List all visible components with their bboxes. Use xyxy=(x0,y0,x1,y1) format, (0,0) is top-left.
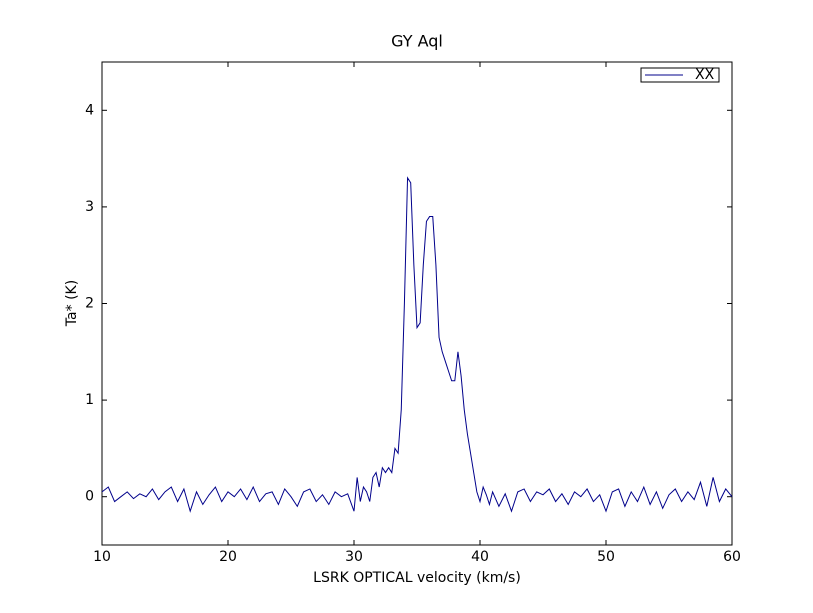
x-tick-label: 20 xyxy=(219,549,237,565)
legend-label: XX xyxy=(695,67,715,83)
chart-title: GY Aql xyxy=(391,32,443,51)
plot-frame xyxy=(101,61,733,546)
x-tick-label: 50 xyxy=(597,549,615,565)
x-axis-label: LSRK OPTICAL velocity (km/s) xyxy=(313,570,521,586)
y-tick-label: 0 xyxy=(85,489,94,505)
data-line xyxy=(101,176,733,513)
y-tick-label: 3 xyxy=(85,199,94,215)
x-tick-label: 30 xyxy=(345,549,363,565)
y-tick-label: 1 xyxy=(85,392,94,408)
x-tick-label: 60 xyxy=(723,549,741,565)
y-tick-label: 2 xyxy=(85,296,94,312)
x-tick-label: 40 xyxy=(471,549,489,565)
x-tick-label: 10 xyxy=(93,549,111,565)
y-axis-label: Ta* (K) xyxy=(64,280,80,327)
y-tick-label: 4 xyxy=(85,102,94,118)
